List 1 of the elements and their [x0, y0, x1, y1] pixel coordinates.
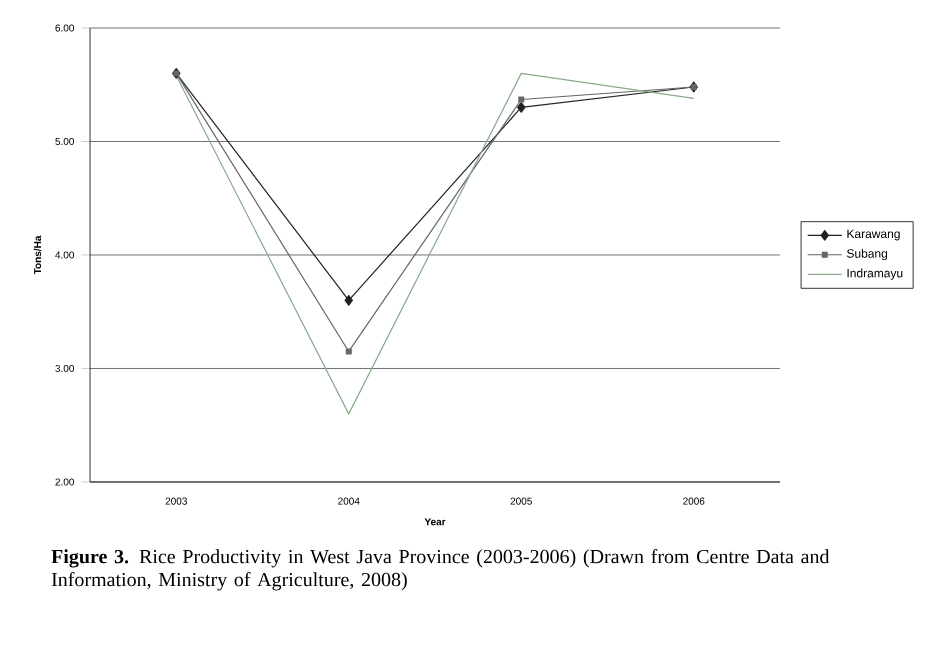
text: Figure 3. Rice Productivity in West Java Province (2003-2006) (Drawn from Centre Data and Information, Ministry of Agriculture, 2008) [51, 549, 830, 591]
